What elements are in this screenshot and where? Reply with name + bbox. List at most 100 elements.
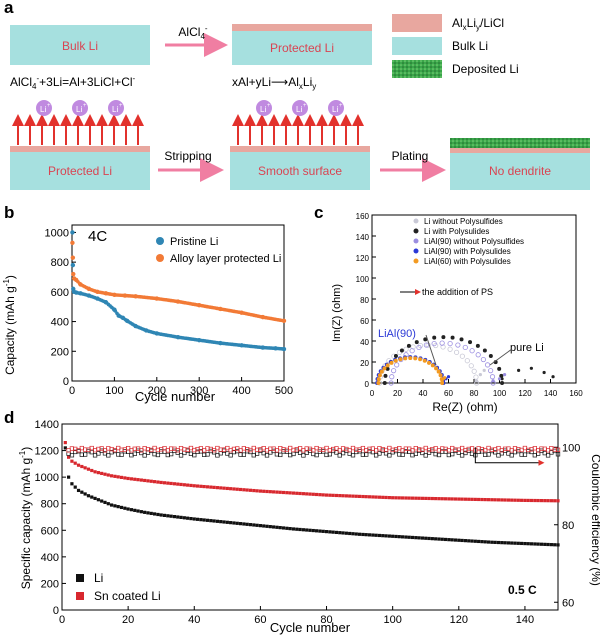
data-point	[478, 373, 482, 377]
data-point	[510, 498, 514, 502]
data-point	[328, 493, 332, 497]
data-point	[301, 453, 306, 458]
data-point	[245, 522, 249, 526]
data-point	[371, 495, 375, 499]
data-point	[434, 537, 438, 541]
data-point	[397, 535, 401, 539]
data-point	[490, 498, 494, 502]
data-point	[491, 379, 495, 383]
data-point	[553, 543, 557, 547]
data-point	[76, 463, 81, 467]
data-point	[423, 453, 428, 458]
data-point	[441, 335, 446, 340]
data-point	[179, 482, 183, 487]
data-point	[450, 335, 455, 340]
x-tick-label: 300	[190, 385, 208, 397]
x-tick-label: 40	[188, 614, 200, 626]
panel-a-label: a	[4, 0, 14, 17]
data-point	[400, 496, 405, 500]
legend-marker	[76, 592, 84, 600]
data-point	[133, 508, 137, 512]
data-point	[149, 479, 153, 483]
data-point	[76, 488, 81, 493]
data-point	[182, 483, 186, 487]
data-point	[533, 498, 537, 503]
ions-left: Li + Li + Li +	[12, 100, 144, 145]
data-point	[268, 490, 272, 494]
data-point	[219, 486, 223, 490]
data-point	[136, 509, 140, 513]
legend-label: Sn coated Li	[94, 589, 161, 603]
x-tick-label: 40	[419, 389, 428, 398]
y-tick-label: 1200	[35, 446, 59, 458]
x-tick-label: 100	[493, 389, 507, 398]
x-tick-label: 0	[370, 389, 375, 398]
data-point	[255, 523, 259, 527]
data-point	[430, 537, 434, 541]
li-ion	[256, 100, 272, 116]
data-point	[424, 536, 428, 540]
data-point	[427, 496, 431, 501]
data-point	[318, 493, 322, 497]
data-point	[551, 375, 555, 379]
data-point	[264, 453, 270, 458]
data-point	[331, 493, 335, 497]
data-point	[385, 366, 390, 371]
data-point	[268, 525, 272, 529]
data-point	[473, 374, 479, 380]
data-point	[546, 542, 550, 547]
data-point	[457, 538, 461, 542]
data-point	[129, 508, 134, 512]
data-point	[377, 451, 382, 456]
y-tick-label: 120	[356, 254, 370, 263]
data-point	[80, 490, 84, 494]
data-point	[155, 452, 161, 458]
data-point	[462, 344, 468, 351]
data-point	[96, 498, 100, 502]
data-point	[321, 493, 325, 497]
data-point	[341, 531, 345, 535]
protected-li-box-bottom	[10, 152, 150, 190]
series-alloy-protected-li	[70, 240, 287, 324]
data-point	[416, 344, 422, 351]
data-point	[436, 369, 441, 374]
data-point	[262, 489, 266, 493]
data-point	[86, 467, 91, 471]
data-point	[480, 540, 484, 544]
data-point	[258, 489, 262, 493]
data-point	[455, 342, 461, 348]
data-point	[407, 496, 411, 500]
data-point	[175, 450, 180, 455]
data-point	[523, 498, 527, 502]
legend-label-alloy: AlxLiy/LiCl	[452, 16, 504, 32]
data-point	[376, 380, 381, 385]
data-point	[338, 531, 342, 535]
pure-li-pointer	[489, 348, 513, 366]
data-point	[467, 497, 471, 501]
chart-c-label-lial: LiAl(90)	[378, 328, 416, 340]
data-point	[199, 518, 203, 522]
data-point	[334, 530, 339, 535]
data-point	[526, 498, 530, 503]
data-point	[434, 366, 439, 371]
data-point	[275, 490, 279, 494]
data-point	[96, 471, 100, 475]
data-point	[80, 464, 84, 469]
data-point	[275, 525, 279, 529]
data-point	[468, 340, 473, 345]
data-point	[387, 453, 392, 458]
data-point	[265, 524, 269, 528]
legend-label-deposit: Deposited Li	[452, 62, 519, 76]
data-point	[434, 496, 438, 501]
x-tick-label: 140	[516, 614, 534, 626]
data-point	[156, 480, 160, 484]
data-point	[308, 528, 312, 532]
data-point	[381, 534, 385, 538]
data-point	[166, 514, 170, 518]
data-point	[486, 498, 491, 502]
legend-label: Alloy layer protected Li	[170, 253, 281, 265]
chart-d-rate: 0.5 C	[508, 583, 537, 597]
data-point	[503, 373, 507, 377]
data-point	[443, 497, 448, 501]
data-point	[67, 455, 71, 459]
